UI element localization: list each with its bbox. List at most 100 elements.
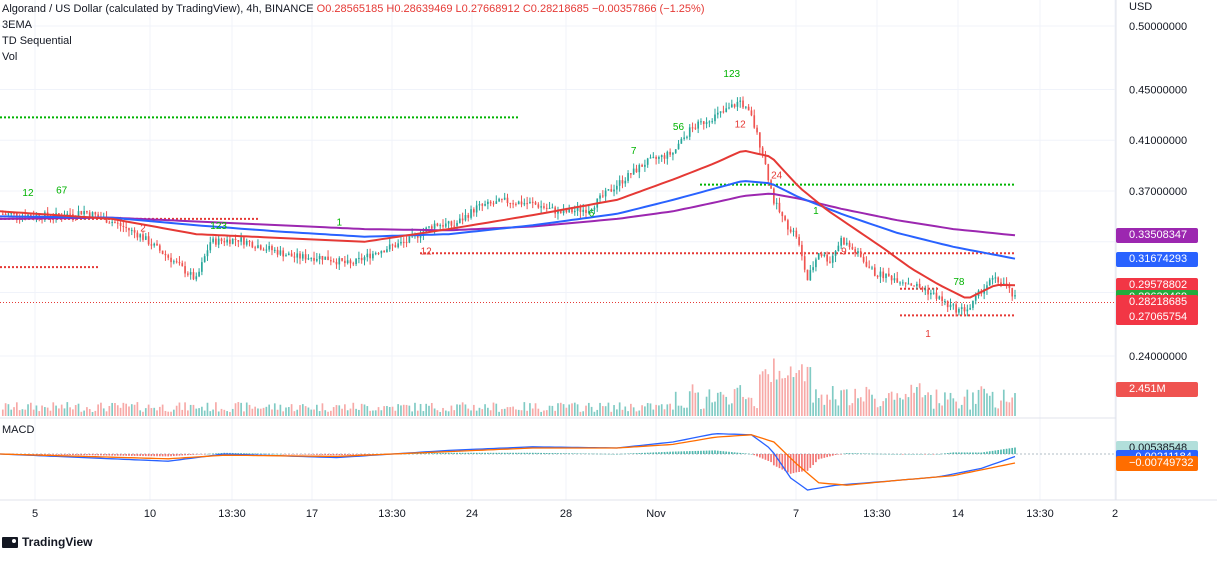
indicator-td-sequential[interactable]: TD Sequential bbox=[2, 35, 72, 47]
candle-body bbox=[851, 247, 854, 250]
time-axis-tick: 28 bbox=[560, 508, 572, 520]
macd-histogram-bar bbox=[747, 453, 750, 455]
candle-body bbox=[170, 257, 172, 263]
time-axis-tick: 13:30 bbox=[378, 508, 406, 520]
macd-histogram-bar bbox=[862, 453, 865, 454]
candle-body bbox=[187, 273, 189, 275]
macd-histogram-bar bbox=[49, 454, 52, 455]
candle-body bbox=[268, 246, 271, 250]
volume-bar bbox=[983, 388, 985, 416]
volume-bar bbox=[226, 411, 228, 416]
macd-histogram-bar bbox=[209, 453, 212, 455]
candle-body bbox=[296, 253, 299, 258]
volume-bar bbox=[736, 387, 739, 416]
macd-histogram-bar bbox=[868, 453, 871, 455]
candle-body bbox=[1014, 295, 1016, 297]
macd-histogram-bar bbox=[848, 453, 851, 454]
macd-histogram-bar bbox=[181, 454, 184, 456]
macd-histogram-bar bbox=[201, 454, 203, 455]
macd-histogram-bar bbox=[436, 453, 439, 454]
macd-histogram-bar bbox=[843, 453, 845, 455]
volume-bar bbox=[220, 408, 223, 416]
time-axis-tick: 5 bbox=[32, 508, 38, 520]
candle-body bbox=[164, 253, 167, 256]
indicator-volume[interactable]: Vol bbox=[2, 51, 18, 63]
macd-histogram-bar bbox=[630, 453, 632, 454]
volume-bar bbox=[660, 404, 663, 416]
volume-bar bbox=[492, 402, 495, 416]
candle-body bbox=[649, 157, 652, 159]
candle-body bbox=[10, 213, 13, 215]
candle-body bbox=[927, 289, 929, 295]
candle-body bbox=[969, 307, 971, 310]
volume-bar bbox=[924, 395, 927, 416]
macd-histogram-bar bbox=[543, 452, 545, 454]
volume-bar bbox=[416, 410, 419, 416]
candle-body bbox=[817, 253, 820, 260]
ohlc-change: −0.00357866 (−1.25%) bbox=[591, 3, 705, 15]
volume-bar bbox=[812, 402, 814, 416]
candle-body bbox=[599, 195, 601, 199]
volume-bar bbox=[865, 386, 868, 416]
macd-histogram-bar bbox=[88, 454, 91, 456]
macd-histogram-bar bbox=[355, 454, 357, 455]
macd-histogram-bar bbox=[660, 452, 663, 454]
macd-histogram-bar bbox=[187, 454, 189, 456]
macd-histogram-bar bbox=[184, 454, 186, 456]
macd-label[interactable]: MACD bbox=[2, 424, 35, 436]
candle-body bbox=[792, 230, 795, 232]
macd-histogram-bar bbox=[91, 454, 94, 456]
macd-histogram-bar bbox=[341, 454, 343, 456]
td-count: 123 bbox=[723, 69, 740, 80]
macd-histogram-bar bbox=[170, 454, 172, 457]
volume-bar bbox=[506, 407, 509, 416]
candle-body bbox=[30, 214, 32, 217]
volume-bar bbox=[834, 399, 837, 416]
candle-body bbox=[271, 246, 273, 251]
macd-histogram-bar bbox=[921, 454, 924, 455]
macd-signal-line bbox=[0, 434, 1016, 486]
candle-body bbox=[133, 230, 136, 233]
ohlc-low: L0.27668912 bbox=[455, 3, 520, 15]
macd-histogram-bar bbox=[991, 450, 994, 454]
volume-bar bbox=[680, 405, 683, 416]
volume-bar bbox=[139, 410, 142, 416]
macd-histogram-bar bbox=[259, 453, 262, 455]
candle-body bbox=[725, 108, 728, 112]
candle-body bbox=[310, 257, 313, 259]
candle-body bbox=[122, 225, 125, 228]
volume-bar bbox=[366, 406, 369, 416]
volume-bar bbox=[422, 411, 425, 416]
macd-histogram-bar bbox=[829, 454, 831, 457]
macd-histogram-bar bbox=[41, 454, 43, 455]
td-count: 24 bbox=[771, 170, 783, 181]
macd-histogram-bar bbox=[215, 453, 217, 454]
volume-bar bbox=[960, 404, 963, 416]
candle-body bbox=[910, 283, 913, 286]
indicator-3ema[interactable]: 3EMA bbox=[2, 19, 32, 31]
macd-histogram-bar bbox=[820, 454, 823, 459]
candle-body bbox=[621, 180, 624, 184]
volume-bar bbox=[910, 384, 913, 416]
macd-histogram-bar bbox=[924, 454, 927, 455]
candle-body bbox=[845, 242, 848, 245]
volume-bar bbox=[388, 406, 391, 416]
macd-histogram-bar bbox=[414, 453, 416, 455]
td-count: 78 bbox=[953, 277, 965, 288]
candle-body bbox=[669, 151, 671, 155]
td-count: 12 bbox=[735, 120, 747, 131]
candle-body bbox=[868, 266, 871, 268]
candle-body bbox=[955, 304, 957, 313]
macd-histogram-bar bbox=[823, 454, 826, 458]
volume-bar bbox=[400, 405, 402, 416]
time-axis-tick: 7 bbox=[793, 508, 799, 520]
volume-bar bbox=[624, 406, 627, 416]
macd-histogram-bar bbox=[697, 450, 700, 454]
macd-histogram-bar bbox=[461, 452, 464, 454]
volume-bar bbox=[730, 403, 733, 416]
volume-bar bbox=[21, 409, 24, 416]
candle-body bbox=[798, 236, 800, 245]
macd-histogram-bar bbox=[304, 454, 307, 455]
macd-histogram-bar bbox=[178, 454, 181, 456]
